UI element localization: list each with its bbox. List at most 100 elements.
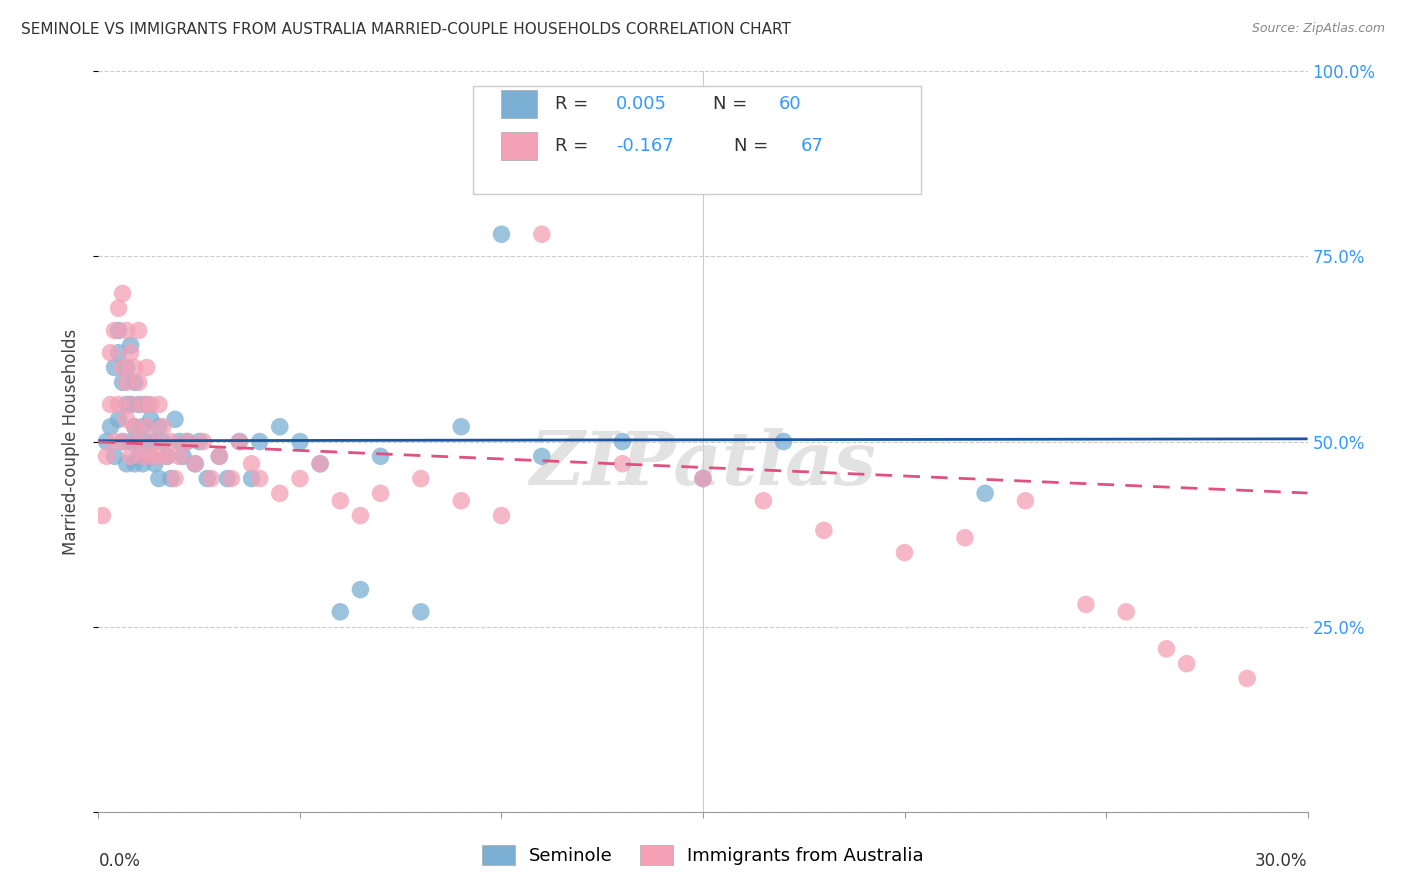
Text: ZIPatlas: ZIPatlas <box>530 427 876 500</box>
Point <box>115 376 138 390</box>
Point <box>135 419 157 434</box>
Point <box>139 450 162 464</box>
Point <box>160 434 183 449</box>
Point <box>107 345 129 359</box>
Point <box>349 582 371 597</box>
Point <box>612 457 634 471</box>
Point <box>132 450 155 464</box>
Text: SEMINOLE VS IMMIGRANTS FROM AUSTRALIA MARRIED-COUPLE HOUSEHOLDS CORRELATION CHAR: SEMINOLE VS IMMIGRANTS FROM AUSTRALIA MA… <box>21 22 792 37</box>
Point <box>1115 605 1137 619</box>
Point <box>128 434 150 449</box>
Point <box>1156 641 1178 656</box>
Point <box>249 471 271 485</box>
Point <box>120 398 142 412</box>
Point <box>143 457 166 471</box>
Point <box>450 419 472 434</box>
Point <box>249 434 271 449</box>
Point <box>1014 493 1036 508</box>
Point <box>1074 598 1097 612</box>
Point <box>91 508 114 523</box>
Point <box>167 450 190 464</box>
Point <box>163 412 186 426</box>
Point <box>772 434 794 449</box>
Text: N =: N = <box>713 95 752 113</box>
Text: R =: R = <box>555 137 595 155</box>
Text: N =: N = <box>734 137 775 155</box>
FancyBboxPatch shape <box>474 87 921 194</box>
Point <box>128 376 150 390</box>
Point <box>176 434 198 449</box>
Point <box>288 471 311 485</box>
Point <box>491 227 513 242</box>
Point <box>208 450 231 464</box>
Y-axis label: Married-couple Households: Married-couple Households <box>62 328 80 555</box>
Point <box>349 508 371 523</box>
Point <box>409 605 432 619</box>
Point <box>240 471 263 485</box>
Point <box>135 398 157 412</box>
Point <box>135 360 157 375</box>
Point <box>530 227 553 242</box>
Point <box>176 434 198 449</box>
Point <box>450 493 472 508</box>
Point <box>152 419 174 434</box>
Text: 60: 60 <box>779 95 801 113</box>
Point <box>160 471 183 485</box>
Point <box>612 434 634 449</box>
Point <box>893 546 915 560</box>
Point <box>128 398 150 412</box>
Point <box>107 301 129 316</box>
Point <box>100 398 122 412</box>
Point <box>148 419 170 434</box>
Point <box>115 324 138 338</box>
Point <box>692 471 714 485</box>
Point <box>135 434 157 449</box>
Point <box>152 434 174 449</box>
Point <box>103 434 125 449</box>
Point <box>128 450 150 464</box>
Text: 0.005: 0.005 <box>616 95 666 113</box>
Point <box>107 412 129 426</box>
Text: 67: 67 <box>801 137 824 155</box>
Point <box>100 419 122 434</box>
Point <box>143 434 166 449</box>
Point <box>228 434 250 449</box>
Point <box>100 345 122 359</box>
Point <box>752 493 775 508</box>
Point <box>370 486 392 500</box>
Point <box>195 471 218 485</box>
Point <box>221 471 243 485</box>
Point <box>115 412 138 426</box>
Point <box>288 434 311 449</box>
Point <box>217 471 239 485</box>
Point <box>103 450 125 464</box>
Point <box>115 360 138 375</box>
Text: 0.0%: 0.0% <box>98 853 141 871</box>
Point <box>309 457 332 471</box>
Point <box>269 486 291 500</box>
Point <box>269 419 291 434</box>
Point <box>111 286 134 301</box>
Point <box>309 457 332 471</box>
Point <box>124 419 146 434</box>
Point <box>156 450 179 464</box>
Point <box>132 398 155 412</box>
Point <box>184 457 207 471</box>
Point <box>139 412 162 426</box>
Point <box>103 360 125 375</box>
Point <box>120 434 142 449</box>
Point <box>148 398 170 412</box>
Point <box>692 471 714 485</box>
Point <box>813 524 835 538</box>
Point <box>228 434 250 449</box>
Point <box>120 338 142 352</box>
Point <box>124 360 146 375</box>
Point <box>163 471 186 485</box>
Point <box>132 457 155 471</box>
Point <box>132 419 155 434</box>
Text: -0.167: -0.167 <box>616 137 673 155</box>
Point <box>491 508 513 523</box>
Point <box>188 434 211 449</box>
FancyBboxPatch shape <box>501 90 537 118</box>
Point <box>124 419 146 434</box>
